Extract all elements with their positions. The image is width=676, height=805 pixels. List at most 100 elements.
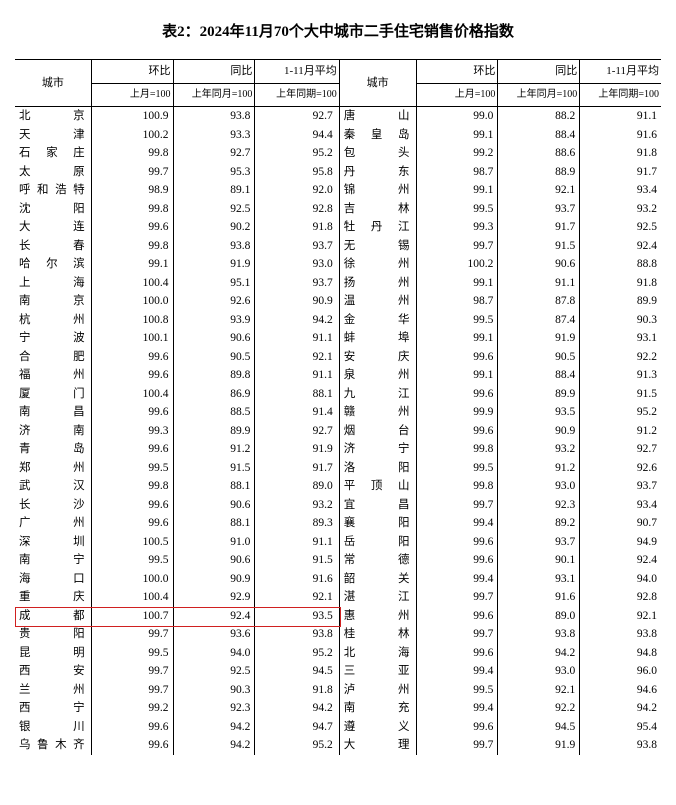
value-cell: 99.7 [91, 681, 173, 700]
value-cell: 93.7 [498, 533, 580, 552]
city-cell: 惠州 [339, 607, 416, 626]
value-cell: 98.7 [416, 292, 498, 311]
value-cell: 91.6 [498, 588, 580, 607]
value-cell: 99.5 [91, 551, 173, 570]
value-cell: 91.2 [498, 459, 580, 478]
value-cell: 93.1 [498, 570, 580, 589]
city-cell: 杭州 [15, 311, 91, 330]
value-cell: 93.8 [498, 625, 580, 644]
table-row: 贵阳99.793.693.8桂林99.793.893.8 [15, 625, 661, 644]
city-name: 赣州 [340, 403, 416, 422]
city-name: 南昌 [15, 403, 91, 422]
value-cell: 92.7 [255, 422, 339, 441]
city-name: 西宁 [15, 699, 91, 718]
value-cell: 99.5 [416, 200, 498, 219]
value-cell: 93.2 [580, 200, 661, 219]
city-cell: 常德 [339, 551, 416, 570]
value-cell: 99.8 [91, 200, 173, 219]
value-cell: 88.2 [498, 107, 580, 126]
value-cell: 93.7 [255, 237, 339, 256]
value-cell: 91.1 [255, 329, 339, 348]
value-cell: 100.7 [91, 607, 173, 626]
value-cell: 87.4 [498, 311, 580, 330]
table-row: 杭州100.893.994.2金华99.587.490.3 [15, 311, 661, 330]
value-cell: 99.1 [91, 255, 173, 274]
city-name: 乌鲁木齐 [15, 736, 91, 755]
value-cell: 94.5 [255, 662, 339, 681]
city-name: 金华 [340, 311, 416, 330]
city-cell: 唐山 [339, 107, 416, 126]
value-cell: 92.8 [580, 588, 661, 607]
value-cell: 87.8 [498, 292, 580, 311]
value-cell: 100.2 [416, 255, 498, 274]
value-cell: 86.9 [173, 385, 255, 404]
value-cell: 100.9 [91, 107, 173, 126]
table-row: 银川99.694.294.7遵义99.694.595.4 [15, 718, 661, 737]
subheader-avg-right: 上年同期=100 [580, 83, 661, 107]
value-cell: 88.4 [498, 366, 580, 385]
city-name: 武汉 [15, 477, 91, 496]
city-cell: 韶关 [339, 570, 416, 589]
value-cell: 99.6 [91, 514, 173, 533]
value-cell: 99.6 [91, 496, 173, 515]
value-cell: 91.4 [255, 403, 339, 422]
city-name: 上海 [15, 274, 91, 293]
value-cell: 92.0 [255, 181, 339, 200]
value-cell: 99.6 [91, 736, 173, 755]
city-name: 昆明 [15, 644, 91, 663]
city-cell: 南宁 [15, 551, 91, 570]
city-cell: 洛阳 [339, 459, 416, 478]
price-index-table: 城市 环比 同比 1-11月平均 城市 环比 同比 1-11月平均 上月=100… [15, 59, 661, 755]
value-cell: 99.1 [416, 126, 498, 145]
value-cell: 99.6 [91, 403, 173, 422]
city-cell: 烟台 [339, 422, 416, 441]
value-cell: 89.8 [173, 366, 255, 385]
city-name: 大连 [15, 218, 91, 237]
value-cell: 100.4 [91, 588, 173, 607]
value-cell: 92.3 [173, 699, 255, 718]
value-cell: 94.2 [580, 699, 661, 718]
value-cell: 99.3 [91, 422, 173, 441]
table-row: 福州99.689.891.1泉州99.188.491.3 [15, 366, 661, 385]
value-cell: 92.7 [255, 107, 339, 126]
value-cell: 91.9 [498, 329, 580, 348]
value-cell: 93.7 [255, 274, 339, 293]
table-row: 合肥99.690.592.1安庆99.690.592.2 [15, 348, 661, 367]
header-avg-right: 1-11月平均 [580, 60, 661, 84]
city-name: 唐山 [340, 107, 416, 126]
city-cell: 吉林 [339, 200, 416, 219]
value-cell: 98.7 [416, 163, 498, 182]
city-cell: 郑州 [15, 459, 91, 478]
value-cell: 93.0 [498, 477, 580, 496]
value-cell: 89.9 [580, 292, 661, 311]
value-cell: 89.3 [255, 514, 339, 533]
value-cell: 99.1 [416, 274, 498, 293]
value-cell: 96.0 [580, 662, 661, 681]
value-cell: 99.5 [416, 681, 498, 700]
value-cell: 99.6 [416, 607, 498, 626]
city-name: 成都 [15, 607, 91, 626]
value-cell: 100.2 [91, 126, 173, 145]
city-cell: 安庆 [339, 348, 416, 367]
table-row: 青岛99.691.291.9济宁99.893.292.7 [15, 440, 661, 459]
city-cell: 长沙 [15, 496, 91, 515]
value-cell: 91.8 [580, 274, 661, 293]
header-avg-left: 1-11月平均 [255, 60, 339, 84]
value-cell: 93.6 [173, 625, 255, 644]
value-cell: 95.2 [255, 144, 339, 163]
value-cell: 95.1 [173, 274, 255, 293]
city-name: 哈尔滨 [15, 255, 91, 274]
city-name: 湛江 [340, 588, 416, 607]
subheader-avg-left: 上年同期=100 [255, 83, 339, 107]
value-cell: 99.8 [416, 477, 498, 496]
city-name: 遵义 [340, 718, 416, 737]
value-cell: 95.4 [580, 718, 661, 737]
value-cell: 93.8 [255, 625, 339, 644]
city-name: 海口 [15, 570, 91, 589]
city-cell: 大理 [339, 736, 416, 755]
city-name: 沈阳 [15, 200, 91, 219]
city-name: 天津 [15, 126, 91, 145]
value-cell: 93.4 [580, 181, 661, 200]
value-cell: 93.2 [498, 440, 580, 459]
value-cell: 90.5 [498, 348, 580, 367]
